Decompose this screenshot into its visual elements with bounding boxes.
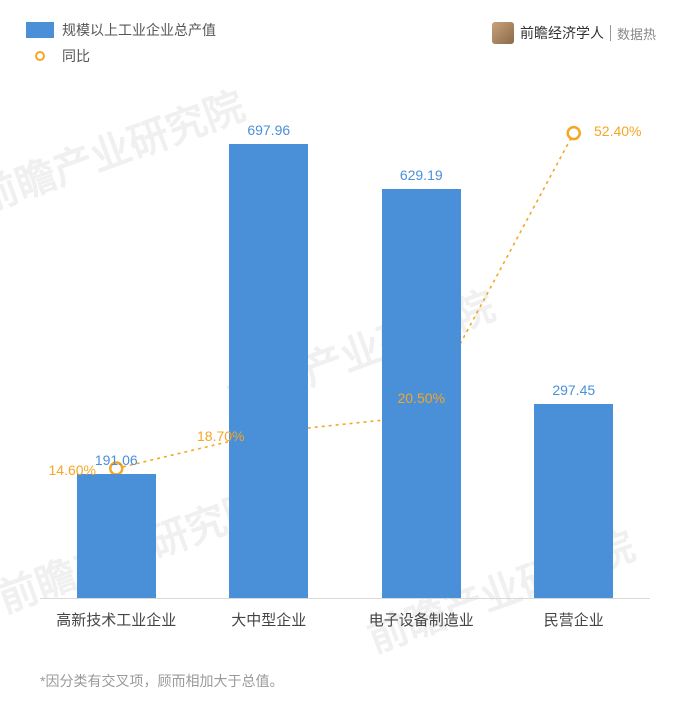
bar: 297.45 — [534, 404, 613, 598]
legend-item-line: 同比 — [26, 46, 216, 66]
bar-value-label: 629.19 — [382, 167, 461, 183]
brand-name: 前瞻经济学人 — [520, 23, 604, 43]
combo-chart: 191.0614.60%697.9618.70%629.1920.50%297.… — [40, 110, 650, 639]
legend-item-bar: 规模以上工业企业总产值 — [26, 20, 216, 40]
legend: 规模以上工业企业总产值 同比 — [26, 20, 216, 72]
brand-block: 前瞻经济学人 数据热 — [492, 22, 656, 44]
line-value-label: 14.60% — [49, 462, 96, 478]
brand-avatar-icon — [492, 22, 514, 44]
x-tick-label: 高新技术工业企业 — [40, 599, 193, 639]
x-tick-label: 电子设备制造业 — [345, 599, 498, 639]
brand-subtitle: 数据热 — [617, 24, 656, 43]
legend-label: 同比 — [62, 46, 90, 66]
plot-area: 191.0614.60%697.9618.70%629.1920.50%297.… — [40, 110, 650, 599]
line-value-label: 18.70% — [197, 428, 244, 444]
line-marker — [568, 127, 580, 139]
legend-swatch-bar — [26, 22, 54, 38]
legend-swatch-marker — [26, 48, 54, 64]
x-axis: 高新技术工业企业大中型企业电子设备制造业民营企业 — [40, 599, 650, 639]
bar-value-label: 297.45 — [534, 382, 613, 398]
x-tick-label: 民营企业 — [498, 599, 651, 639]
legend-label: 规模以上工业企业总产值 — [62, 20, 216, 40]
ring-icon — [35, 51, 45, 61]
trend-line — [116, 133, 574, 468]
footnote: *因分类有交叉项，顾而相加大于总值。 — [40, 671, 283, 691]
bar: 697.96 — [229, 144, 308, 598]
line-value-label: 20.50% — [398, 390, 445, 406]
divider — [610, 25, 611, 41]
bar-value-label: 697.96 — [229, 122, 308, 138]
x-tick-label: 大中型企业 — [193, 599, 346, 639]
bar: 191.06 — [77, 474, 156, 598]
line-value-label: 52.40% — [594, 123, 641, 139]
